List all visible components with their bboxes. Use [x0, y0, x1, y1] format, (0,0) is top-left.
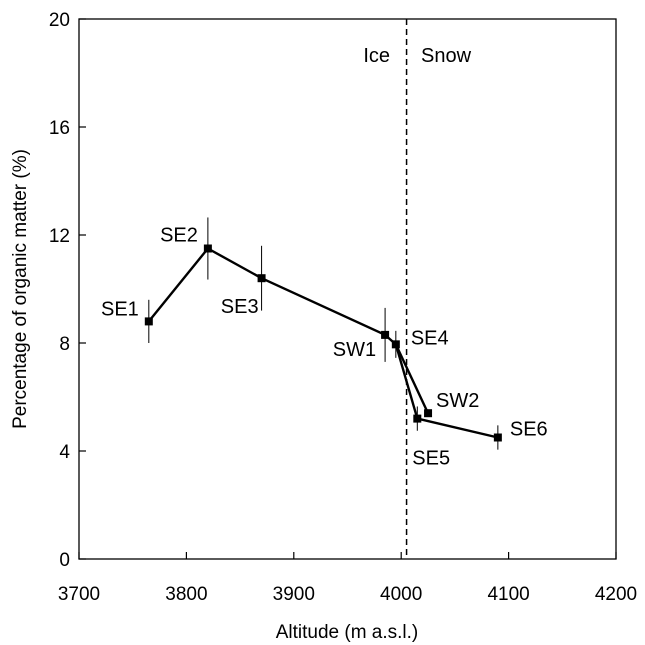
- x-axis-title: Altitude (m a.s.l.): [276, 622, 419, 643]
- data-point-marker: [203, 244, 212, 253]
- series-line: [147, 247, 430, 414]
- point-label-se4: SE4: [411, 327, 449, 349]
- y-tick-label: 8: [59, 334, 70, 355]
- point-label-se1: SE1: [101, 298, 139, 320]
- point-label-se5: SE5: [412, 448, 450, 470]
- y-tick-label: 0: [59, 550, 70, 571]
- y-tick-label: 20: [49, 10, 70, 31]
- point-label-sw1: SW1: [333, 339, 376, 361]
- y-tick-label: 4: [59, 442, 70, 463]
- point-label-sw2: SW2: [436, 390, 479, 412]
- data-point-marker: [381, 330, 390, 339]
- data-point-marker: [257, 274, 266, 283]
- point-label-se3: SE3: [221, 296, 259, 318]
- x-tick-label: 3800: [165, 584, 207, 605]
- x-tick-label: 4100: [487, 584, 529, 605]
- x-tick-label: 4200: [595, 584, 637, 605]
- data-point-marker: [493, 433, 502, 442]
- data-point-marker: [391, 340, 400, 349]
- snow-label: Snow: [421, 45, 472, 67]
- point-label-se2: SE2: [160, 225, 198, 247]
- x-tick-label: 3700: [58, 584, 100, 605]
- data-point-marker: [413, 414, 422, 423]
- plot-frame: [78, 18, 617, 560]
- y-axis-title: Percentage of organic matter (%): [10, 149, 31, 429]
- x-tick-label: 4000: [380, 584, 422, 605]
- data-markers: [144, 244, 502, 442]
- data-point-marker: [424, 409, 433, 418]
- data-point-marker: [144, 317, 153, 326]
- axis-ticks: 3700 3800 3900 4000 4100 4200 0 4 8 12 16 20: [49, 10, 637, 605]
- x-tick-label: 3900: [273, 584, 315, 605]
- ice-label: Ice: [363, 45, 390, 67]
- y-tick-label: 16: [49, 118, 70, 139]
- point-labels: SE1 SE2 SE3 SW1 SE4 SW2 SE5 SE6: [101, 225, 548, 470]
- y-tick-label: 12: [49, 226, 70, 247]
- point-label-se6: SE6: [510, 419, 548, 441]
